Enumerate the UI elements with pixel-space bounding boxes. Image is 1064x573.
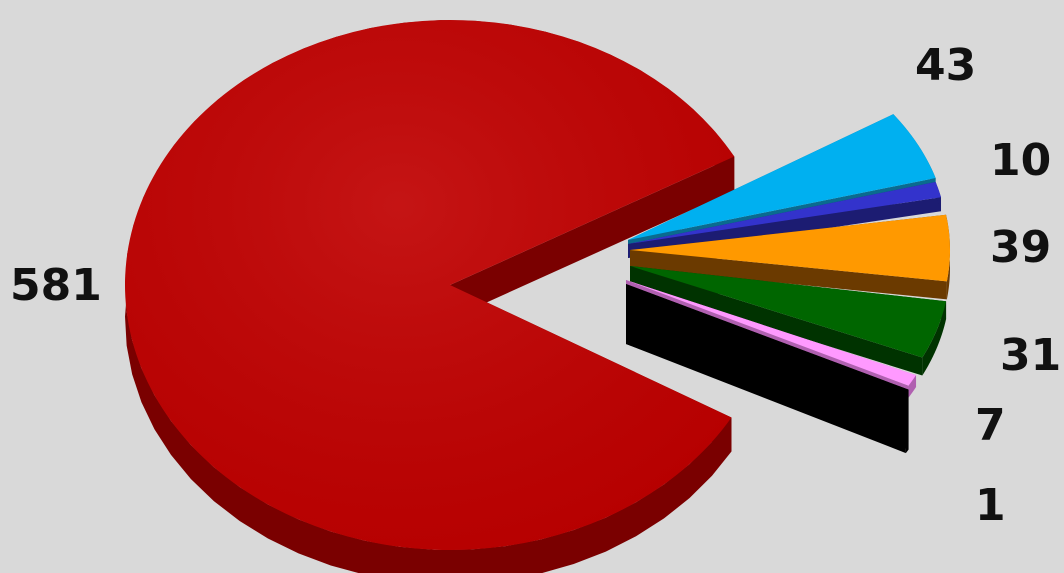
slice-5 xyxy=(626,280,917,386)
slice-6-side xyxy=(905,389,909,454)
slice-1 xyxy=(628,114,936,240)
slice-4 xyxy=(630,266,947,358)
data-label-2: 10 xyxy=(990,135,1051,186)
data-label-1: 43 xyxy=(915,40,976,91)
slice-5-side xyxy=(908,375,917,398)
slice-tops xyxy=(125,20,950,551)
data-label-3: 39 xyxy=(990,222,1051,273)
data-label-6: 1 xyxy=(975,480,1006,531)
data-labels: 581 43 10 39 31 7 1 xyxy=(10,40,1061,531)
slice-3 xyxy=(630,214,950,282)
slice-6-cut-face-end xyxy=(626,284,906,454)
slice-2 xyxy=(628,181,942,244)
slice-6 xyxy=(626,284,909,394)
slice-4-side xyxy=(922,301,947,376)
slice-3-cut-face-end xyxy=(630,250,947,300)
slice-0-cut-face-end xyxy=(450,156,735,319)
slice-4-cut-face-end xyxy=(630,266,923,376)
data-label-4: 31 xyxy=(1000,330,1061,381)
data-label-0: 581 xyxy=(10,260,102,311)
slice-0-sheen xyxy=(125,20,735,551)
data-label-5: 7 xyxy=(975,400,1006,451)
